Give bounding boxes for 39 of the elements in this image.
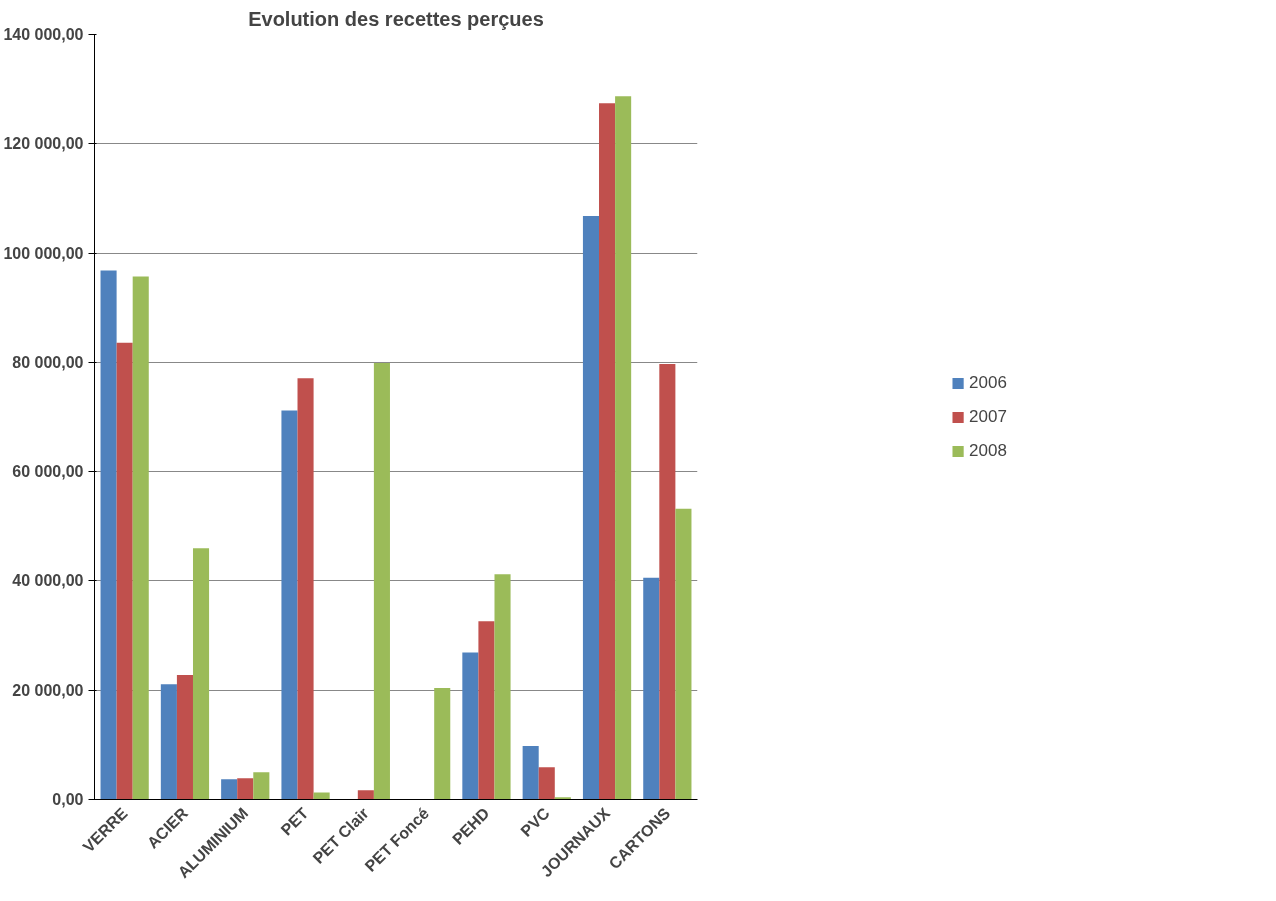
y-tick-label: 60 000,00 (12, 463, 84, 481)
bar (313, 792, 330, 800)
bar (434, 688, 451, 800)
bar (615, 96, 632, 800)
bar (176, 674, 193, 800)
bar (494, 574, 511, 800)
chart-title: Evolution des recettes perçues (248, 7, 544, 30)
bar (132, 276, 149, 800)
bar (160, 684, 177, 800)
bar (582, 215, 600, 800)
bar (478, 621, 495, 800)
bar (100, 270, 117, 800)
legend-label: 2007 (969, 406, 1007, 427)
y-tick-label: 20 000,00 (12, 681, 84, 699)
bar (373, 362, 390, 800)
bar (554, 797, 571, 800)
bar (643, 577, 660, 800)
bar (237, 778, 254, 800)
bar (522, 745, 539, 800)
legend-label: 2006 (969, 372, 1007, 393)
y-tick-label: 40 000,00 (12, 572, 84, 590)
y-tick-label: 140 000,00 (3, 26, 84, 43)
bar (253, 772, 270, 800)
y-tick-label: 80 000,00 (12, 353, 84, 371)
legend-label: 2008 (969, 440, 1007, 461)
bar (116, 342, 133, 800)
bar (538, 767, 555, 800)
bar (221, 779, 238, 800)
bar (462, 652, 479, 800)
bar (357, 790, 374, 800)
bar (599, 103, 616, 800)
y-tick-label: 120 000,00 (3, 135, 84, 153)
bar (192, 548, 210, 800)
bar (675, 508, 692, 800)
y-tick-label: 0,00 (52, 791, 84, 808)
bar (281, 410, 298, 800)
bar (659, 364, 676, 800)
y-tick-label: 100 000,00 (3, 244, 84, 262)
bar (297, 378, 314, 800)
